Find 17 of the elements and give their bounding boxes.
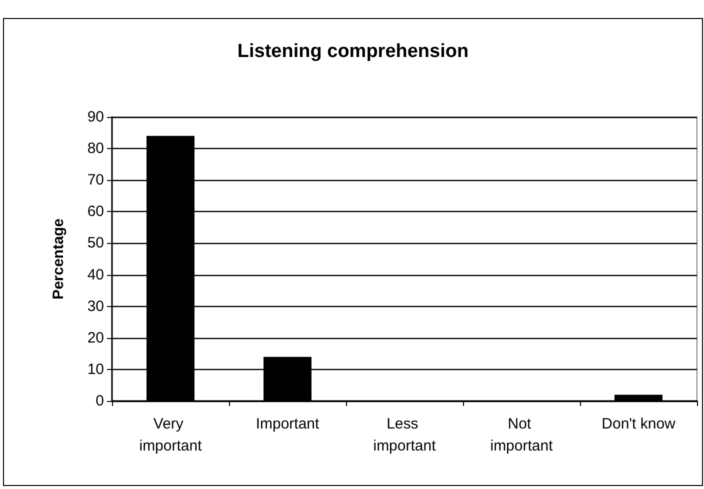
x-tick-label: Very important — [139, 416, 203, 454]
x-tick-label: Important — [256, 416, 320, 432]
y-tick-label: 20 — [87, 329, 104, 346]
y-tick-label: 40 — [87, 266, 104, 284]
y-axis-title: Percentage — [50, 218, 67, 300]
y-tick-label: 50 — [87, 234, 104, 252]
y-tick-label: 0 — [96, 392, 104, 410]
y-tick-label: 10 — [87, 360, 104, 378]
x-tick-label: Don't know — [602, 416, 676, 432]
y-tick-label: 90 — [87, 108, 104, 126]
y-tick-label: 30 — [87, 298, 104, 315]
x-tick-label: Not important — [490, 416, 554, 454]
y-tick-label: 70 — [87, 172, 104, 189]
y-tick-label: 80 — [87, 140, 104, 158]
chart-title: Listening comprehension — [237, 41, 469, 62]
x-tick-label: Less important — [373, 416, 437, 454]
y-tick-label: 60 — [87, 203, 104, 220]
